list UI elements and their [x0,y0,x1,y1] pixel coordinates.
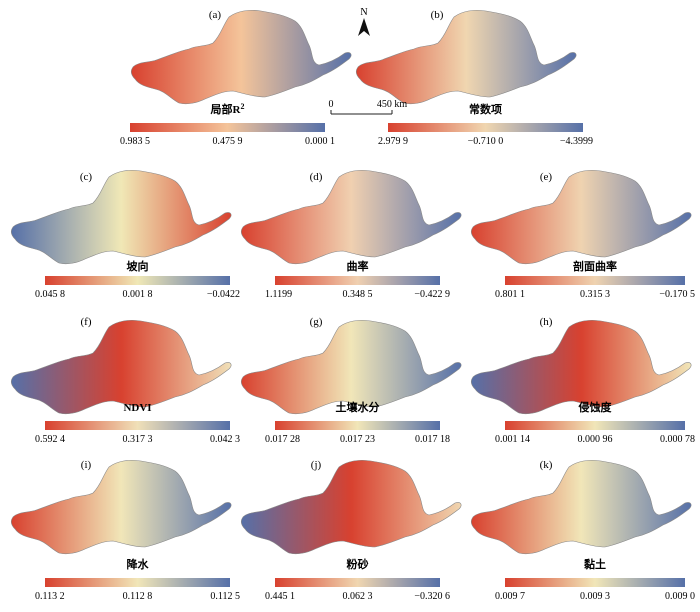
legend-colorbar [45,578,230,587]
legend-value: 2.979 9 [378,136,408,147]
north-arrow-icon: N [358,7,370,36]
legend-value: −0.320 6 [414,591,450,602]
map-panel: (c) 坡向 0.045 8 0.001 8 −0.0422 [10,169,240,300]
legend-title: 黏土 [584,557,606,571]
map-panel: (i) 降水 0.113 2 0.112 8 0.112 5 [10,459,240,602]
legend-colorbar [275,578,440,587]
legend-value: 0.592 4 [35,434,65,445]
map-region [10,459,232,555]
legend-value: 0.062 3 [343,591,373,602]
panel-label: (i) [81,459,92,471]
legend-value: −0.422 9 [414,289,450,300]
legend-value: 0.315 3 [580,289,610,300]
legend-title: 常数项 [469,102,502,116]
map-panel: (d) 曲率 1.1199 0.348 5 −0.422 9 [240,169,462,300]
panel-label: (h) [540,316,553,328]
map-panel: (k) 黏土 0.009 7 0.009 3 0.009 0 [470,459,695,602]
legend-colorbar [275,421,440,430]
map-region [470,319,692,415]
map-region [240,459,462,555]
map-panel: (e) 剖面曲率 0.801 1 0.315 3 −0.170 5 [470,169,695,300]
legend-value: 0.983 5 [120,136,150,147]
map-panel: (b) 常数项 2.979 9 −0.710 0 −4.3999 [355,9,593,147]
map-region [130,9,352,105]
legend-value: −0.0422 [207,289,240,300]
legend-value: 0.017 28 [265,434,300,445]
legend-colorbar [505,578,685,587]
panel-label: (a) [209,9,222,21]
legend-value: 0.317 3 [123,434,153,445]
map-region [240,169,462,265]
map-region [10,169,232,265]
map-panel: (h) 侵蚀度 0.001 14 0.000 96 0.000 78 [470,316,695,445]
panel-label: (b) [431,9,444,21]
legend-title: 局部R2 [210,102,245,117]
legend-value: −0.170 5 [659,289,695,300]
map-panel: (a) 局部R2 0.983 5 0.475 9 0.000 1 [120,9,352,147]
panel-label: (g) [310,316,323,328]
map-panel: (g) 土壤水分 0.017 28 0.017 23 0.017 18 [240,316,462,445]
legend-value: 0.000 96 [578,434,613,445]
legend-colorbar [275,276,440,285]
legend-colorbar [505,276,685,285]
legend-title: 剖面曲率 [573,259,617,273]
panel-label: (e) [540,171,553,183]
legend-title: 降水 [127,557,150,571]
legend-value: 0.348 5 [343,289,373,300]
legend-colorbar [388,123,583,132]
legend-value: 0.042 3 [210,434,240,445]
legend-colorbar [45,276,230,285]
legend-value: 0.000 78 [660,434,695,445]
legend-title: 坡向 [127,259,149,273]
legend-value: −4.3999 [560,136,593,147]
legend-colorbar [505,421,685,430]
legend-title: 曲率 [347,259,369,273]
legend-value: 0.801 1 [495,289,525,300]
map-region [240,319,462,415]
legend-title: 粉砂 [347,557,369,571]
legend-value: 0.112 8 [123,591,153,602]
legend-value: 0.017 18 [415,434,450,445]
legend-title: 土壤水分 [336,400,380,414]
map-region [10,319,232,415]
scale-end: 450 km [377,99,408,110]
legend-value: 0.009 7 [495,591,525,602]
legend-value: 0.001 14 [495,434,530,445]
legend-value: 0.001 8 [123,289,153,300]
legend-title: 侵蚀度 [578,400,613,414]
legend-value: 1.1199 [265,289,292,300]
panel-label: (d) [310,171,323,183]
panel-label: (k) [540,459,553,471]
legend-colorbar [130,123,325,132]
map-region [470,459,692,555]
legend-value: 0.475 9 [213,136,243,147]
panel-label: (j) [311,459,322,471]
legend-value: 0.000 1 [305,136,335,147]
scale-start: 0 [329,99,334,110]
legend-value: 0.112 5 [210,591,240,602]
map-region [355,9,577,105]
legend-colorbar [45,421,230,430]
scale-bar: 0 450 km [329,99,408,115]
legend-value: 0.045 8 [35,289,65,300]
legend-value: 0.445 1 [265,591,295,602]
map-panel: (j) 粉砂 0.445 1 0.062 3 −0.320 6 [240,459,462,602]
legend-value: 0.009 3 [580,591,610,602]
legend-value: 0.009 0 [665,591,695,602]
map-panel: (f) NDVI 0.592 4 0.317 3 0.042 3 [10,316,240,445]
legend-title: NDVI [123,402,151,414]
svg-text:N: N [360,7,367,18]
legend-value: 0.017 23 [340,434,375,445]
legend-value: 0.113 2 [35,591,65,602]
panel-label: (c) [80,171,93,183]
map-region [470,169,692,265]
legend-value: −0.710 0 [468,136,504,147]
panel-label: (f) [81,316,92,328]
